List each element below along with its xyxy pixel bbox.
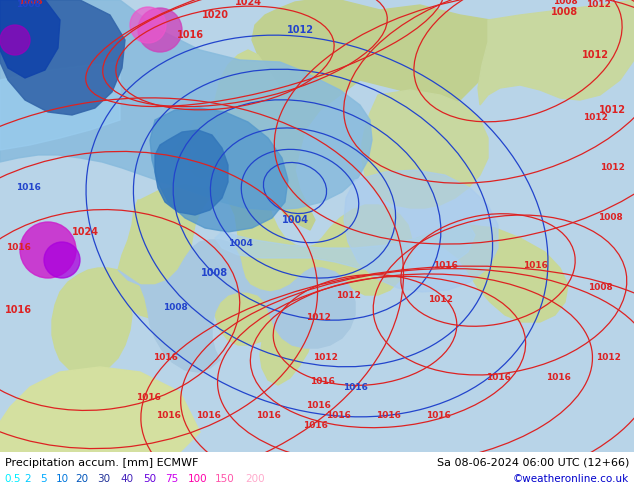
Text: 1016: 1016 [302, 420, 327, 430]
Circle shape [44, 242, 80, 278]
Text: 5: 5 [40, 474, 47, 484]
Polygon shape [260, 285, 312, 385]
Text: 1008: 1008 [202, 268, 229, 278]
Text: 1016: 1016 [4, 305, 32, 315]
Text: 0.5: 0.5 [4, 474, 20, 484]
Text: 1016: 1016 [432, 261, 458, 270]
Polygon shape [478, 0, 634, 105]
Text: 1008: 1008 [598, 214, 623, 222]
Text: 1024: 1024 [235, 0, 261, 7]
Text: 1008: 1008 [553, 0, 578, 6]
Text: 1016: 1016 [16, 183, 41, 193]
Polygon shape [412, 225, 568, 322]
Text: 1012: 1012 [600, 164, 624, 172]
Polygon shape [52, 268, 132, 375]
Text: 10: 10 [56, 474, 69, 484]
Text: 1016: 1016 [546, 373, 571, 383]
Polygon shape [215, 50, 282, 190]
Text: 1016: 1016 [306, 400, 330, 410]
Text: Precipitation accum. [mm] ECMWF: Precipitation accum. [mm] ECMWF [5, 458, 198, 467]
Text: 100: 100 [188, 474, 207, 484]
Text: 2: 2 [24, 474, 30, 484]
Polygon shape [0, 367, 200, 452]
Text: 1012: 1012 [427, 295, 453, 304]
Text: 1004: 1004 [281, 215, 309, 225]
Polygon shape [0, 62, 120, 150]
Polygon shape [215, 218, 475, 275]
Text: 1012: 1012 [313, 353, 337, 363]
Text: 1012: 1012 [287, 25, 313, 35]
Text: 1008: 1008 [552, 7, 579, 17]
Text: 1008: 1008 [18, 0, 42, 6]
Text: 1012: 1012 [598, 105, 626, 115]
Text: 1016: 1016 [256, 411, 280, 419]
Text: 1012: 1012 [335, 291, 361, 299]
Text: 1020: 1020 [202, 10, 228, 20]
Text: 1016: 1016 [486, 373, 510, 383]
Polygon shape [150, 108, 288, 232]
Circle shape [130, 7, 166, 43]
Text: 1012: 1012 [581, 50, 609, 60]
Text: 1016: 1016 [155, 411, 181, 419]
Circle shape [20, 222, 76, 278]
Polygon shape [118, 178, 412, 345]
Text: 150: 150 [215, 474, 235, 484]
Text: 1016: 1016 [425, 411, 450, 419]
Polygon shape [362, 90, 488, 208]
Circle shape [138, 8, 182, 52]
Text: 1008: 1008 [588, 284, 612, 293]
Text: 200: 200 [245, 474, 264, 484]
Text: 1012: 1012 [595, 353, 621, 363]
Text: 1016: 1016 [342, 384, 368, 392]
Text: 20: 20 [75, 474, 88, 484]
Text: 1012: 1012 [586, 0, 611, 9]
Text: 1016: 1016 [309, 377, 335, 387]
Text: 1024: 1024 [72, 227, 98, 237]
Text: 1008: 1008 [16, 0, 41, 9]
Text: 1016: 1016 [153, 353, 178, 363]
Text: 40: 40 [120, 474, 133, 484]
Text: Sa 08-06-2024 06:00 UTC (12+66): Sa 08-06-2024 06:00 UTC (12+66) [437, 458, 629, 467]
Text: 1016: 1016 [375, 411, 401, 419]
Text: 1016: 1016 [6, 244, 30, 252]
Polygon shape [170, 140, 190, 165]
Polygon shape [252, 0, 510, 230]
Text: ©weatheronline.co.uk: ©weatheronline.co.uk [513, 474, 629, 484]
Text: 1012: 1012 [306, 314, 330, 322]
Polygon shape [0, 0, 372, 210]
Polygon shape [188, 115, 215, 152]
Text: 1016: 1016 [326, 411, 351, 419]
Text: 50: 50 [143, 474, 156, 484]
Polygon shape [0, 0, 125, 115]
Circle shape [0, 25, 30, 55]
Polygon shape [188, 138, 222, 178]
Polygon shape [344, 170, 498, 292]
Text: 1012: 1012 [583, 114, 607, 122]
Text: 1016: 1016 [136, 393, 160, 402]
Polygon shape [0, 0, 60, 78]
Text: 1004: 1004 [228, 239, 252, 247]
Polygon shape [155, 130, 228, 215]
Text: 1016: 1016 [195, 411, 221, 419]
Polygon shape [118, 240, 355, 372]
Text: 1016: 1016 [522, 261, 547, 270]
Text: 30: 30 [97, 474, 110, 484]
Text: 1016: 1016 [176, 30, 204, 40]
Text: 75: 75 [165, 474, 178, 484]
Text: 1008: 1008 [163, 303, 188, 313]
